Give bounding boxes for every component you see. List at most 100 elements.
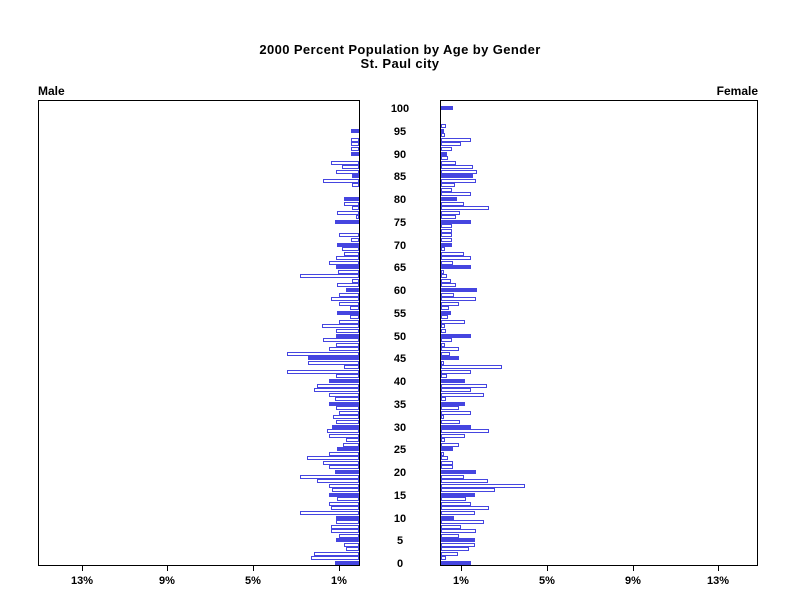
axis-tick-label-13%: 13% xyxy=(70,575,94,587)
male-bar-age-38 xyxy=(314,388,359,392)
female-bar-age-18 xyxy=(441,479,488,483)
male-bar-age-20 xyxy=(335,470,359,474)
male-bar-age-46 xyxy=(287,352,359,356)
male-bar-age-35 xyxy=(329,402,359,406)
axis-tick-label-5%: 5% xyxy=(539,575,555,587)
male-bar-age-42 xyxy=(287,370,359,374)
female-bar-age-5 xyxy=(441,538,475,542)
male-bar-age-0 xyxy=(335,561,359,565)
male-bar-age-86 xyxy=(336,170,359,174)
male-bar-age-39 xyxy=(317,384,359,388)
female-bar-age-53 xyxy=(441,320,465,324)
female-bar-age-26 xyxy=(441,443,459,447)
female-bar-age-25 xyxy=(441,447,453,451)
female-bar-age-96 xyxy=(441,124,446,128)
axis-tick-label-1%: 1% xyxy=(331,575,347,587)
male-bar-age-48 xyxy=(336,343,359,347)
female-bar-age-81 xyxy=(441,192,471,196)
male-bar-age-15 xyxy=(329,493,359,497)
male-bar-age-34 xyxy=(336,406,359,410)
male-bar-age-77 xyxy=(337,211,359,215)
male-bar-age-67 xyxy=(336,256,359,260)
female-bar-age-54 xyxy=(441,315,448,319)
female-bar-age-100 xyxy=(441,106,453,110)
female-bar-age-88 xyxy=(441,161,456,165)
male-bar-age-83 xyxy=(352,183,359,187)
male-bar-age-3 xyxy=(346,547,359,551)
age-label-90: 90 xyxy=(393,149,407,161)
female-bar-age-33 xyxy=(441,411,471,415)
female-bar-age-10 xyxy=(441,516,454,520)
female-bar-age-61 xyxy=(441,283,456,287)
male-bar-age-66 xyxy=(329,261,359,265)
female-bar-age-57 xyxy=(441,302,459,306)
female-bar-age-95 xyxy=(441,129,444,133)
axis-tick xyxy=(547,566,548,571)
female-bar-age-83 xyxy=(441,183,455,187)
female-bar-age-7 xyxy=(441,529,476,533)
male-bar-age-5 xyxy=(336,538,359,542)
female-bar-age-0 xyxy=(441,561,471,565)
axis-tick-label-9%: 9% xyxy=(625,575,641,587)
female-bar-age-76 xyxy=(441,215,456,219)
male-bar-age-64 xyxy=(338,270,359,274)
axis-tick-label-5%: 5% xyxy=(245,575,261,587)
female-bar-age-67 xyxy=(441,256,471,260)
female-bar-age-79 xyxy=(441,202,464,206)
female-bar-age-49 xyxy=(441,338,452,342)
male-bar-age-53 xyxy=(339,320,359,324)
male-bar-age-4 xyxy=(344,543,359,547)
female-bar-age-68 xyxy=(441,252,464,256)
male-bar-age-22 xyxy=(323,461,359,465)
female-bar-age-46 xyxy=(441,352,450,356)
chart-title: 2000 Percent Population by Age by Gender xyxy=(259,42,541,57)
male-bar-age-80 xyxy=(344,197,359,201)
male-bar-age-88 xyxy=(331,161,359,165)
male-bar-age-55 xyxy=(337,311,359,315)
female-bar-age-34 xyxy=(441,406,459,410)
female-bar-age-8 xyxy=(441,525,461,529)
age-label-30: 30 xyxy=(393,422,407,434)
age-label-20: 20 xyxy=(393,467,407,479)
male-bar-age-9 xyxy=(336,520,359,524)
male-bar-age-52 xyxy=(322,324,359,328)
female-bar-age-60 xyxy=(441,288,477,292)
male-bar-age-70 xyxy=(337,243,359,247)
female-bar-age-78 xyxy=(441,206,489,210)
male-bar-age-16 xyxy=(332,488,359,492)
female-bar-age-2 xyxy=(441,552,458,556)
male-bar-age-7 xyxy=(331,529,359,533)
female-bar-age-19 xyxy=(441,475,464,479)
female-bar-age-39 xyxy=(441,384,487,388)
female-bar-age-69 xyxy=(441,247,445,251)
female-bar-age-27 xyxy=(441,438,445,442)
female-bar-age-44 xyxy=(441,361,444,365)
axis-tick-label-1%: 1% xyxy=(453,575,469,587)
axis-tick xyxy=(82,566,83,571)
female-bar-age-80 xyxy=(441,197,457,201)
male-bar-age-85 xyxy=(352,174,359,178)
female-bar-age-23 xyxy=(441,456,448,460)
female-bar-age-62 xyxy=(441,279,451,283)
female-bar-age-30 xyxy=(441,425,471,429)
female-bar-age-93 xyxy=(441,138,471,142)
female-bar-age-89 xyxy=(441,156,448,160)
female-bar-age-14 xyxy=(441,497,466,501)
female-bar-age-38 xyxy=(441,388,471,392)
male-bar-age-2 xyxy=(314,552,359,556)
age-label-10: 10 xyxy=(393,513,407,525)
axis-tick-label-13%: 13% xyxy=(706,575,730,587)
male-bar-age-61 xyxy=(337,283,359,287)
male-bar-age-24 xyxy=(329,452,359,456)
male-bar-age-12 xyxy=(331,506,359,510)
male-bar-age-56 xyxy=(350,306,359,310)
female-bar-age-22 xyxy=(441,461,453,465)
male-bar-age-58 xyxy=(331,297,359,301)
male-bar-age-57 xyxy=(339,302,359,306)
male-bar-age-62 xyxy=(352,279,359,283)
female-bar-age-70 xyxy=(441,243,452,247)
male-bar-age-54 xyxy=(350,315,359,319)
female-bar-age-24 xyxy=(441,452,444,456)
female-bar-age-82 xyxy=(441,188,452,192)
female-bar-age-92 xyxy=(441,142,461,146)
